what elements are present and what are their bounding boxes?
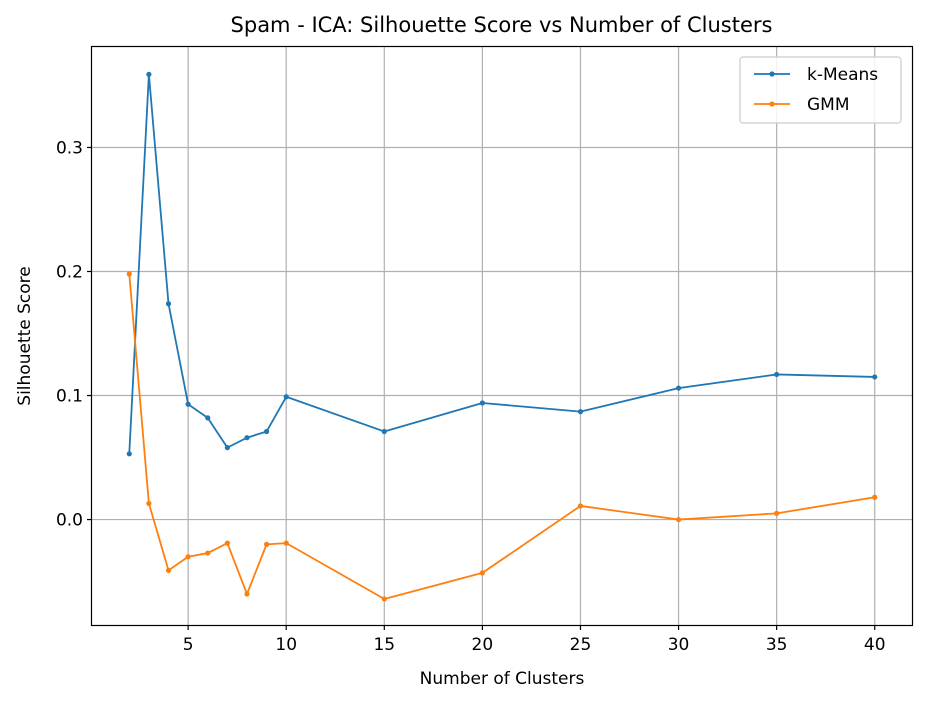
x-tick-label-25: 25 xyxy=(570,635,592,655)
data-point-gmm-4 xyxy=(165,567,172,574)
data-point-gmm-10 xyxy=(283,540,289,546)
data-point-gmm-3 xyxy=(146,500,152,507)
legend-marker-k-means xyxy=(769,71,775,77)
data-point-gmm-7 xyxy=(224,540,230,546)
data-point-k-means-20 xyxy=(479,400,485,406)
data-point-gmm-40 xyxy=(872,494,878,500)
data-point-k-means-6 xyxy=(205,415,211,421)
y-axis-title: Silhouette Score xyxy=(15,266,35,405)
data-point-k-means-35 xyxy=(774,371,780,378)
data-point-gmm-2 xyxy=(126,271,132,277)
axis-ticks: 5 10 15 20 25 30 35 40 0.0 0.1 0.2 0.3 xyxy=(56,138,886,655)
data-point-k-means-15 xyxy=(381,428,387,435)
data-point-gmm-35 xyxy=(774,510,780,516)
series-lines xyxy=(126,71,878,602)
data-point-k-means-25 xyxy=(577,409,584,415)
x-tick-label-35: 35 xyxy=(766,635,788,655)
data-point-k-means-2 xyxy=(126,451,132,457)
data-point-k-means-7 xyxy=(224,445,230,451)
data-point-k-means-40 xyxy=(872,374,878,380)
data-point-gmm-25 xyxy=(577,503,584,509)
x-tick-label-5: 5 xyxy=(183,635,194,655)
data-point-gmm-30 xyxy=(675,516,682,523)
x-tick-label-30: 30 xyxy=(668,635,690,655)
data-point-gmm-6 xyxy=(205,550,211,556)
x-tick-label-20: 20 xyxy=(472,635,494,655)
legend-marker-gmm xyxy=(769,101,775,107)
y-tick-label-0.2: 0.2 xyxy=(56,263,83,283)
series-k-means xyxy=(126,71,878,457)
plot-frame xyxy=(90,45,914,627)
data-point-k-means-5 xyxy=(185,401,191,407)
y-tick-label-0.0: 0.0 xyxy=(56,511,83,531)
data-point-gmm-5 xyxy=(185,554,191,560)
series-gmm xyxy=(126,271,878,602)
y-tick-label-0.1: 0.1 xyxy=(56,387,83,407)
data-point-k-means-10 xyxy=(283,394,289,400)
x-tick-label-40: 40 xyxy=(864,635,886,655)
data-point-k-means-4 xyxy=(165,301,172,307)
data-point-gmm-20 xyxy=(479,570,485,576)
data-point-gmm-9 xyxy=(263,541,270,547)
grid-lines xyxy=(92,47,912,625)
legend-label-k-means: k-Means xyxy=(807,65,878,85)
legend: k-Means GMM xyxy=(739,56,902,124)
chart-title: Spam - ICA: Silhouette Score vs Number o… xyxy=(231,13,773,37)
data-point-k-means-9 xyxy=(263,428,270,435)
data-point-k-means-3 xyxy=(146,71,152,77)
legend-label-gmm: GMM xyxy=(807,95,850,115)
x-axis-title: Number of Clusters xyxy=(420,669,585,689)
data-point-gmm-8 xyxy=(244,591,250,597)
x-tick-label-10: 10 xyxy=(275,635,297,655)
data-point-k-means-30 xyxy=(675,385,682,391)
x-tick-label-15: 15 xyxy=(373,635,395,655)
data-point-gmm-15 xyxy=(381,596,387,602)
y-tick-label-0.3: 0.3 xyxy=(56,138,83,158)
data-point-k-means-8 xyxy=(244,435,250,441)
